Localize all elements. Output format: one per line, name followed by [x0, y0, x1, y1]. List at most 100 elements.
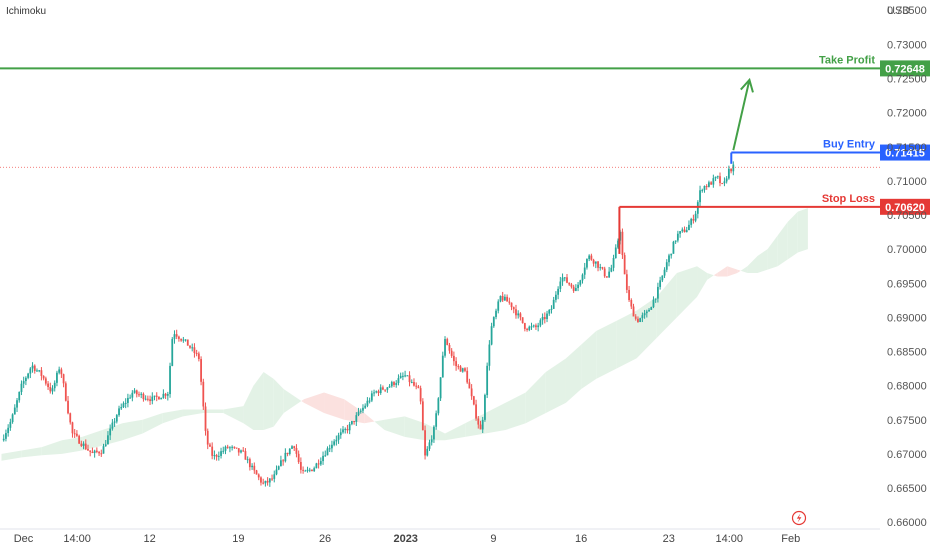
time-axis[interactable]: Dec 14:00 12 19 26 2023 9 16 23 14:00 Feb: [14, 533, 801, 545]
cloud-segment: [636, 296, 657, 359]
target-arrow-shaft: [732, 79, 751, 151]
cloud-segment: [713, 273, 718, 277]
candle-body: [58, 369, 61, 373]
price-axis[interactable]: 0.66000 0.66500 0.67000 0.67500 0.68000 0.685…: [887, 5, 927, 529]
candle-body: [209, 444, 211, 447]
trade-levels: Take Profit 0.72648 Buy Entry 0.71415 Stop L…: [0, 54, 930, 254]
candle-body: [271, 478, 273, 480]
cloud-segment: [767, 235, 778, 270]
cloud-segment: [757, 249, 768, 274]
candle-body: [140, 393, 143, 395]
candle-body: [13, 407, 16, 415]
candle-body: [151, 396, 154, 402]
candle-body: [339, 432, 342, 436]
candle-body: [663, 269, 666, 276]
cloud-segment: [223, 406, 244, 424]
candle-body: [586, 259, 588, 268]
candle-body: [382, 387, 384, 390]
candle-body: [508, 301, 511, 303]
candle-body: [523, 323, 526, 329]
candle-body: [166, 394, 169, 396]
cloud-segment: [445, 423, 466, 441]
candle-body: [355, 415, 358, 422]
time-tick-label: 23: [663, 533, 675, 545]
cloud-segment: [737, 269, 741, 274]
candle-body: [89, 450, 92, 452]
time-tick-label: 19: [232, 533, 244, 545]
lightning-icon[interactable]: [791, 510, 807, 526]
cloud-segment: [616, 310, 637, 369]
candle-body: [100, 453, 103, 455]
candle-body: [235, 447, 238, 449]
candle-body: [38, 370, 41, 372]
candle-body: [373, 392, 375, 394]
candle-body: [417, 386, 420, 389]
cloud-segment: [505, 392, 526, 431]
candle-body: [444, 339, 446, 356]
candle-body: [452, 355, 455, 362]
cloud-segment: [263, 372, 274, 431]
candle-body: [311, 469, 313, 472]
candle-body: [244, 451, 247, 460]
candle-body: [173, 334, 176, 340]
price-tick-label: 0.68500: [887, 347, 927, 359]
candle-body: [581, 274, 584, 281]
candle-body: [497, 301, 500, 311]
candle-body: [639, 318, 642, 322]
price-tick-label: 0.67500: [887, 415, 927, 427]
candle-body: [481, 419, 484, 430]
candle-body: [315, 463, 318, 469]
candle-body: [2, 438, 5, 441]
candle-body: [610, 267, 613, 272]
candle-body: [712, 178, 715, 185]
candle-body: [264, 480, 267, 484]
candle-body: [643, 313, 646, 316]
cloud-segment: [82, 430, 103, 451]
candle-body: [413, 382, 415, 386]
cloud-segment: [656, 273, 677, 338]
candle-body: [492, 317, 495, 327]
candle-body: [441, 355, 444, 378]
candle-body: [91, 451, 94, 454]
candle-body: [490, 326, 493, 345]
candle-body: [393, 382, 395, 385]
candle-body: [302, 469, 304, 471]
candle-body: [160, 397, 163, 400]
cloud-segment: [303, 392, 325, 413]
candle-body: [466, 370, 469, 383]
candle-body: [286, 452, 289, 454]
candle-body: [182, 339, 185, 341]
candle-body: [146, 398, 149, 400]
cloud-segment: [565, 344, 582, 403]
candle-body: [661, 275, 664, 281]
price-tick-label: 0.71000: [887, 176, 927, 188]
candle-body: [104, 444, 107, 447]
time-tick-label: 12: [144, 533, 156, 545]
candle-body: [24, 377, 27, 382]
candle-body: [9, 421, 12, 428]
candle-body: [155, 395, 158, 397]
candle-body: [313, 468, 316, 472]
candle-body: [559, 281, 562, 289]
candle-body: [468, 382, 471, 389]
candle-body: [528, 326, 531, 330]
price-tick-label: 0.73000: [887, 39, 927, 51]
candle-body: [625, 274, 628, 290]
level-price-tag: [880, 198, 930, 215]
candle-body: [186, 339, 189, 346]
candle-body: [730, 168, 732, 172]
candle-body: [555, 294, 557, 300]
candle-body: [280, 460, 282, 467]
candle-body: [439, 377, 442, 399]
candle-body: [153, 395, 156, 397]
candle-body: [732, 164, 735, 172]
candle-body: [164, 393, 167, 396]
candle-body: [408, 375, 411, 383]
candle-body: [113, 421, 116, 423]
candle-body: [404, 375, 407, 377]
cloud-segment: [283, 389, 302, 413]
candle-body: [426, 448, 429, 456]
candle-body: [111, 422, 114, 429]
candle-body: [561, 277, 564, 282]
